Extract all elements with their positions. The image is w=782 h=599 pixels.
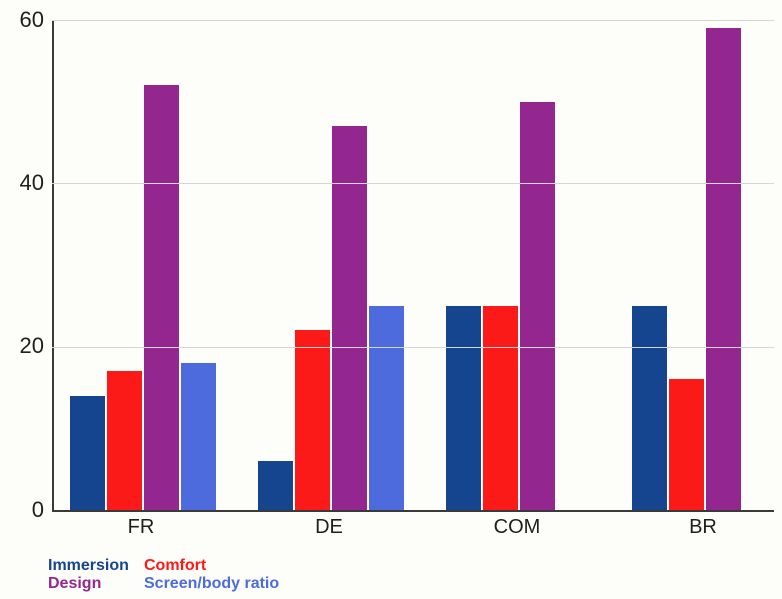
x-tick-label: DE	[256, 516, 402, 539]
bar	[632, 306, 667, 510]
y-tick-label: 60	[0, 7, 44, 33]
x-tick-label: FR	[68, 516, 214, 539]
bar	[258, 461, 293, 510]
bar	[144, 85, 179, 510]
plot-area	[52, 20, 776, 510]
bar	[483, 306, 518, 510]
bar	[295, 330, 330, 510]
y-tick-label: 0	[0, 497, 44, 523]
bar	[369, 306, 404, 510]
bar	[669, 379, 704, 510]
y-tick-label: 20	[0, 333, 44, 359]
y-tick-label: 40	[0, 170, 44, 196]
bar	[107, 371, 142, 510]
bar-chart: 0 20 40 60 FR DE COM BR ImmersionComfortDesign…	[0, 0, 782, 599]
legend-item: Screen/body ratio	[144, 575, 279, 593]
x-tick-label: COM	[444, 516, 590, 539]
legend-item: Design	[48, 575, 144, 593]
bar	[446, 306, 481, 510]
legend-row: DesignScreen/body ratio	[48, 575, 368, 593]
bar	[706, 28, 741, 510]
legend-item: Comfort	[144, 557, 206, 575]
gridline	[52, 183, 774, 184]
x-tick-label: BR	[630, 516, 776, 539]
gridline	[52, 20, 774, 21]
bar	[70, 396, 105, 510]
x-axis-line	[52, 510, 774, 512]
legend: ImmersionComfortDesignScreen/body ratio	[48, 557, 368, 593]
bar	[181, 363, 216, 510]
bar	[520, 102, 555, 510]
legend-row: ImmersionComfort	[48, 557, 368, 575]
gridline	[52, 347, 774, 348]
legend-item: Immersion	[48, 557, 144, 575]
